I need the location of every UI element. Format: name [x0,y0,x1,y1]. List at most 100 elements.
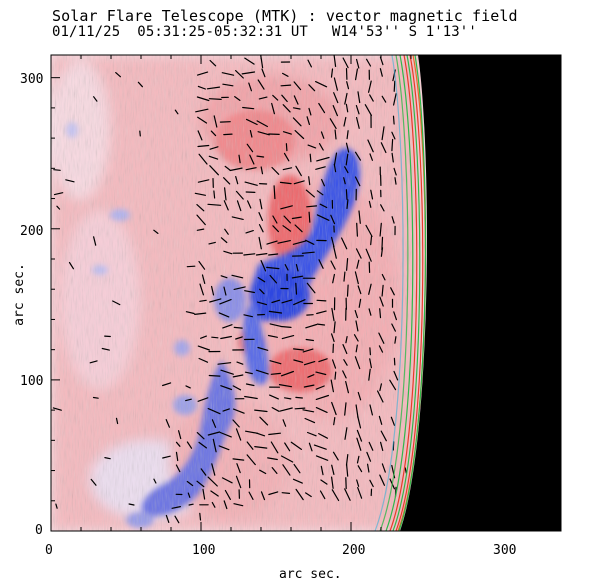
field-vector [305,492,312,498]
field-vector [187,492,191,498]
field-vector [354,356,361,370]
field-vector [196,228,205,231]
field-vector [245,383,255,387]
field-vector [331,476,334,489]
x-axis-label: arc sec. [279,567,342,582]
field-vector [221,72,235,76]
field-vector [365,248,372,262]
field-vector [378,332,385,344]
field-vector [381,463,386,473]
field-vector [246,118,258,126]
field-vector [316,299,327,302]
field-vector [222,83,234,87]
field-vector [331,489,340,502]
field-vector [232,385,242,391]
field-vector [282,72,289,77]
field-vector [368,80,372,93]
field-vector [254,409,268,413]
field-vector [293,299,306,306]
field-vector [389,379,397,391]
field-vector [319,203,328,209]
field-vector [282,104,291,113]
field-vector [332,451,339,461]
field-vector [211,336,219,339]
field-vector [218,312,230,318]
field-vector [233,503,244,507]
field-vector [271,299,281,304]
field-vector [269,360,282,365]
field-vector [268,310,283,314]
field-vector [249,130,253,138]
field-vector [281,492,291,494]
field-vector [320,465,324,476]
field-vector [293,81,302,91]
field-vector [381,95,387,103]
field-vector [292,107,301,110]
field-vector [333,245,337,259]
field-vector [284,442,291,452]
field-vector [294,224,303,233]
field-vector [268,432,281,436]
x-tick-label-300: 300 [493,543,517,558]
field-vector [269,274,278,284]
field-vector [208,155,219,160]
field-vector [295,396,303,399]
field-vector [355,68,358,81]
field-vector [357,391,362,401]
field-vector [355,344,358,353]
field-vector [393,80,396,92]
field-vector [247,200,252,209]
field-vector [369,94,374,102]
field-vector [370,189,374,200]
field-vector [330,260,336,270]
field-vector [318,102,326,114]
field-vector [369,347,371,356]
field-vector [236,463,241,474]
field-vector [258,212,263,221]
field-vector [318,358,328,363]
field-vector [283,152,290,162]
field-vector [257,346,269,351]
field-vector [244,57,255,65]
field-vector [234,95,241,102]
field-vector [320,479,328,485]
field-vector [92,96,98,102]
field-vector [238,154,241,164]
field-vector [353,334,359,342]
field-vector [280,370,294,377]
field-vector [211,463,216,476]
field-vector [391,131,396,140]
field-vector [267,457,278,461]
field-vector [202,488,206,500]
field-vector [198,357,209,363]
field-vector [242,106,255,110]
field-vector [343,116,347,127]
field-vector [293,463,301,474]
field-vector [331,307,335,322]
field-vector [379,383,382,392]
field-vector [235,336,243,340]
y-tick-label-200: 200 [20,224,44,239]
field-vector [281,299,293,304]
field-vector [90,478,97,486]
field-vector [354,151,361,161]
field-vector [309,153,312,163]
field-vector [260,260,267,272]
field-vector [368,200,372,208]
field-vector [294,407,306,410]
field-vector [223,200,229,211]
field-vector [224,489,231,500]
field-vector [222,408,230,412]
field-vector [355,404,359,419]
field-vector [186,480,194,487]
field-vector [256,155,265,158]
field-vector [308,107,312,116]
plot-title-block: Solar Flare Telescope (MTK) : vector mag… [52,8,572,40]
field-vector [315,394,329,400]
field-vector [244,371,253,375]
field-vector [318,143,324,151]
field-vector [344,427,348,440]
field-vector [208,241,216,245]
field-vector [268,491,279,496]
field-vector [295,165,302,177]
